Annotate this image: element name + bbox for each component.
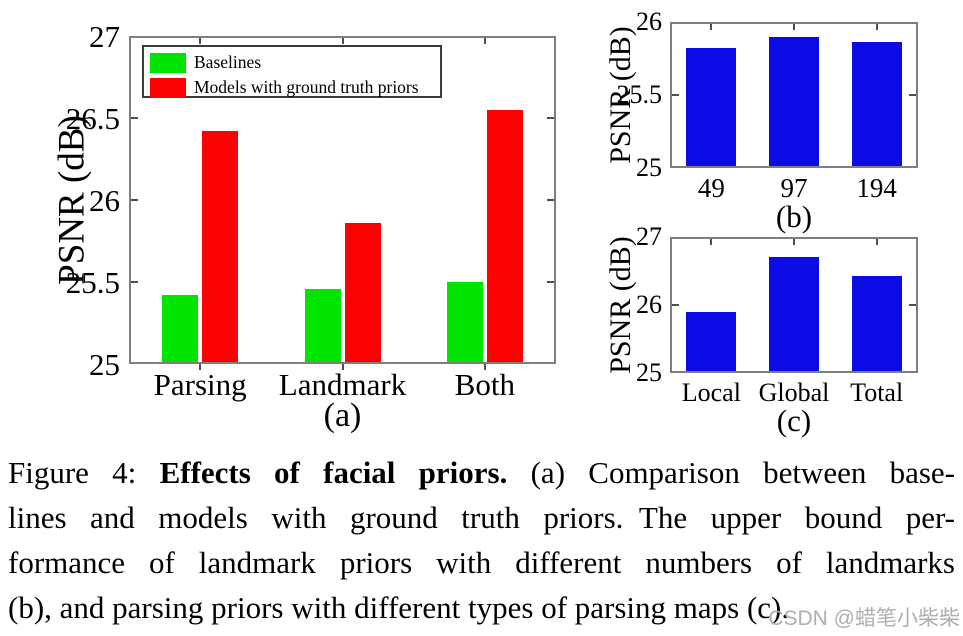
caption-line-1: Figure 4: Effects of facial priors. (a) … [8, 450, 955, 495]
caption-line-3: formance of landmark priors with differe… [8, 545, 955, 580]
bar-both-series-0 [446, 282, 483, 362]
caption-line-1-rest: (a) Comparison between base- [507, 455, 955, 490]
y-tick-label: 26 [636, 7, 662, 36]
legend-box [142, 45, 442, 98]
bar-parsing-series-1 [202, 131, 239, 362]
figure-caption: Figure 4: Effects of facial priors. (a) … [8, 450, 955, 630]
legend-entry-label-0: Baselines [194, 51, 262, 72]
x-tick-mark-top [793, 24, 795, 30]
y-tick-label: 26 [636, 290, 662, 319]
x-tick-mark-top [483, 38, 486, 44]
x-tick-mark-bottom [341, 364, 344, 370]
y-tick-label: 25 [636, 153, 662, 182]
x-tick-mark-top [199, 38, 202, 44]
y-tick-mark-right [909, 94, 916, 96]
bar-landmark-series-0 [304, 288, 341, 362]
y-tick-label: 25 [89, 346, 120, 382]
panel-letter-label: (b) [775, 199, 813, 234]
x-category-label: Global [758, 378, 830, 407]
y-axis-label: PSNR (dB) [604, 236, 637, 374]
y-tick-label: 26.5 [65, 100, 120, 136]
bar-local-series-0 [686, 311, 737, 371]
panel-letter-label: (a) [323, 397, 362, 434]
y-tick-mark-left [131, 281, 138, 283]
x-tick-mark-bottom [199, 364, 202, 370]
y-tick-label: 27 [636, 222, 662, 251]
legend-row-1: Models with ground truth priors [150, 75, 419, 100]
x-tick-mark-bottom [483, 364, 486, 370]
x-category-label: Parsing [153, 367, 247, 402]
bar-parsing-series-0 [162, 295, 199, 362]
x-category-label: 49 [697, 173, 725, 203]
caption-figure-number: Figure 4: [8, 455, 160, 490]
y-tick-label: 25.5 [616, 80, 663, 109]
panel-letter-label: (c) [776, 403, 812, 438]
y-tick-mark-left [131, 117, 138, 119]
x-category-label: Landmark [278, 367, 407, 402]
y-tick-mark-left [672, 94, 679, 96]
x-category-label: Total [850, 378, 904, 407]
bar-both-series-1 [486, 109, 523, 362]
x-category-label: 97 [780, 173, 808, 203]
x-tick-mark-top [710, 24, 713, 30]
bar-97-series-0 [769, 36, 819, 166]
bar-global-series-0 [769, 257, 819, 371]
caption-line-2: lines and models with ground truth prior… [8, 500, 955, 535]
y-tick-label: 27 [89, 18, 120, 54]
x-category-label: Local [681, 378, 741, 407]
y-tick-label: 26 [89, 182, 120, 218]
bar-landmark-series-1 [344, 222, 381, 362]
y-tick-mark-left [131, 199, 138, 201]
y-tick-mark-right [547, 199, 554, 201]
x-category-label: Both [454, 367, 515, 402]
x-tick-mark-top [710, 239, 713, 245]
bar-49-series-0 [686, 48, 737, 166]
y-tick-label: 25.5 [65, 264, 120, 300]
x-tick-mark-top [875, 239, 878, 245]
watermark-text: CSDN @蜡笔小柴柴 [768, 607, 960, 630]
x-category-label: 194 [856, 173, 897, 203]
y-tick-mark-right [909, 304, 916, 306]
y-tick-label: 25 [636, 358, 662, 387]
x-tick-mark-top [875, 24, 878, 30]
y-tick-mark-right [547, 117, 554, 119]
y-tick-mark-right [547, 281, 554, 283]
y-tick-mark-left [672, 304, 679, 306]
bar-194-series-0 [851, 42, 902, 166]
caption-bold-title: Effects of facial priors. [159, 455, 508, 490]
bar-total-series-0 [851, 276, 902, 371]
legend-entry-label-1: Models with ground truth priors [194, 76, 419, 97]
caption-line-4: (b), and parsing priors with different t… [8, 590, 790, 625]
legend-row-0: Baselines [150, 50, 261, 75]
x-tick-mark-top [793, 239, 795, 245]
legend-swatch-1 [150, 77, 186, 98]
legend-swatch-0 [150, 52, 186, 73]
x-tick-mark-top [341, 38, 344, 44]
